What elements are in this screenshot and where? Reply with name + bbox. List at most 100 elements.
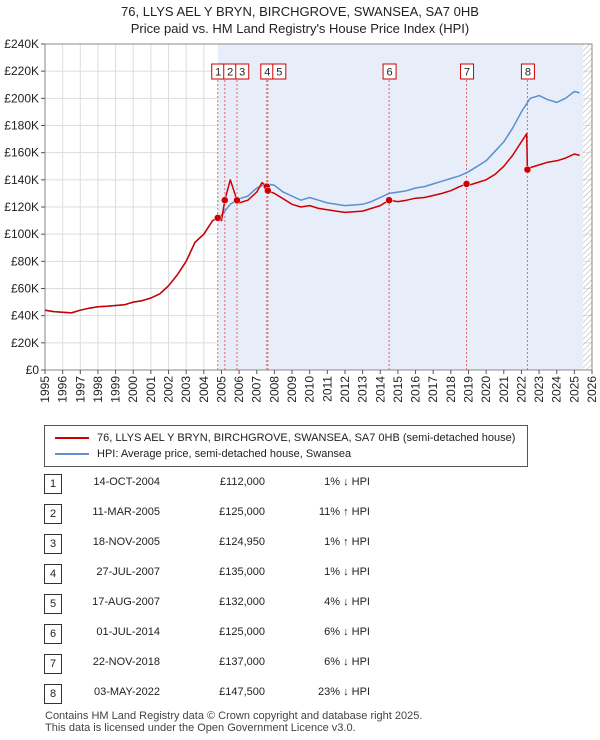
y-tick-label: £40K xyxy=(11,309,39,323)
legend-label-property: 76, LLYS AEL Y BRYN, BIRCHGROVE, SWANSEA… xyxy=(97,432,516,444)
legend-label-hpi: HPI: Average price, semi-detached house,… xyxy=(97,448,352,460)
sale-point-1 xyxy=(213,214,222,222)
sale-label-text: 3 xyxy=(239,67,245,79)
transaction-row: 8 03-MAY-2022 £147,500 23% ↓ HPI xyxy=(0,684,600,706)
y-tick-label: £60K xyxy=(11,282,39,296)
transaction-price: £125,000 xyxy=(219,506,265,518)
chart-title: 76, LLYS AEL Y BRYN, BIRCHGROVE, SWANSEA… xyxy=(121,4,479,19)
x-tick-label: 2020 xyxy=(479,376,493,403)
transaction-hpi-diff: 11% ↑ HPI xyxy=(318,506,370,518)
legend-item-hpi: HPI: Average price, semi-detached house,… xyxy=(55,447,351,461)
y-tick-label: £140K xyxy=(4,173,39,187)
x-tick-label: 2008 xyxy=(267,376,281,403)
transaction-hpi-diff: 1% ↓ HPI xyxy=(324,566,370,578)
transaction-price: £125,000 xyxy=(219,626,265,638)
transaction-hpi-diff: 1% ↑ HPI xyxy=(324,536,370,548)
transaction-number: 6 xyxy=(44,624,62,644)
x-tick-label: 2014 xyxy=(373,376,387,403)
x-tick-label: 1998 xyxy=(91,376,105,403)
transaction-row: 5 17-AUG-2007 £132,000 4% ↓ HPI xyxy=(0,594,600,616)
transaction-number: 1 xyxy=(44,474,62,494)
transaction-hpi-diff: 23% ↓ HPI xyxy=(318,686,370,698)
sale-label-3: 3 xyxy=(235,63,250,80)
sale-point-6 xyxy=(385,196,393,204)
transaction-hpi-diff: 4% ↓ HPI xyxy=(324,596,370,608)
transaction-date: 22-NOV-2018 xyxy=(92,656,160,668)
sale-label-box xyxy=(382,63,397,80)
transaction-date: 17-AUG-2007 xyxy=(92,596,160,608)
x-tick-label: 2024 xyxy=(550,376,564,403)
hatched-band xyxy=(583,44,592,370)
sale-point-8 xyxy=(523,165,532,174)
x-tick-label: 2018 xyxy=(444,376,458,403)
transaction-date: 11-MAR-2005 xyxy=(92,506,160,518)
x-tick-label: 2006 xyxy=(232,376,246,403)
y-tick-label: £200K xyxy=(4,91,39,105)
y-tick-label: £160K xyxy=(4,146,39,160)
x-tick-label: 1997 xyxy=(73,376,87,403)
x-tick-label: 1995 xyxy=(38,376,52,403)
x-tick-label: 2022 xyxy=(514,376,528,403)
sale-label-box xyxy=(460,63,475,80)
transaction-hpi-diff: 6% ↓ HPI xyxy=(324,626,370,638)
x-tick-label: 2001 xyxy=(144,376,158,403)
sale-point-5 xyxy=(264,186,272,195)
sale-label-text: 6 xyxy=(387,67,393,79)
transaction-price: £135,000 xyxy=(219,566,265,578)
transaction-number: 3 xyxy=(44,534,62,554)
legend: 76, LLYS AEL Y BRYN, BIRCHGROVE, SWANSEA… xyxy=(44,425,528,467)
transaction-price: £147,500 xyxy=(219,686,265,698)
x-tick-label: 2005 xyxy=(214,376,228,403)
transaction-price: £132,000 xyxy=(219,596,265,608)
transaction-price: £124,950 xyxy=(219,536,265,548)
transaction-price: £137,000 xyxy=(219,656,265,668)
x-tick-label: 2015 xyxy=(391,376,405,403)
y-tick-label: £220K xyxy=(4,64,39,78)
transaction-date: 18-NOV-2005 xyxy=(92,536,160,548)
y-tick-label: £120K xyxy=(4,200,39,214)
sale-label-text: 4 xyxy=(264,67,270,79)
sale-label-text: 2 xyxy=(227,67,233,79)
x-tick-label: 2002 xyxy=(162,376,176,403)
transaction-hpi-diff: 6% ↓ HPI xyxy=(324,656,370,668)
transaction-number: 4 xyxy=(44,564,62,584)
sale-label-box xyxy=(235,63,250,80)
transaction-row: 2 11-MAR-2005 £125,000 11% ↑ HPI xyxy=(0,504,600,526)
price-chart: £0 £20K £40K £60K £80K £100K £120K £140K £160K £1… xyxy=(4,37,599,403)
axes: £0 £20K £40K £60K £80K £100K £120K £140K £160K £1… xyxy=(4,37,599,403)
chart-subtitle: Price paid vs. HM Land Registry's House … xyxy=(130,21,470,36)
sale-point-2 xyxy=(221,196,229,204)
transaction-hpi-diff: 1% ↓ HPI xyxy=(324,476,370,488)
y-tick-label: £100K xyxy=(4,227,39,241)
y-tick-label: £180K xyxy=(4,119,39,133)
sale-label-text: 5 xyxy=(276,67,282,79)
legend-item-property: 76, LLYS AEL Y BRYN, BIRCHGROVE, SWANSEA… xyxy=(55,431,515,445)
footer: Contains HM Land Registry data © Crown c… xyxy=(45,710,422,734)
legend-swatch-hpi xyxy=(55,453,89,456)
x-tick-label: 2012 xyxy=(338,376,352,403)
transaction-number: 7 xyxy=(44,654,62,674)
x-tick-label: 2007 xyxy=(250,376,264,403)
shaded-region xyxy=(217,44,592,370)
x-tick-label: 1999 xyxy=(109,376,123,403)
y-tick-label: £80K xyxy=(11,254,39,268)
sale-label-box xyxy=(272,63,287,80)
transaction-row: 7 22-NOV-2018 £137,000 6% ↓ HPI xyxy=(0,654,600,676)
transaction-date: 03-MAY-2022 xyxy=(93,686,160,698)
sale-label-text: 1 xyxy=(215,67,221,79)
footer-copyright: Contains HM Land Registry data © Crown c… xyxy=(45,710,423,722)
shaded-band xyxy=(217,44,584,370)
transaction-number: 8 xyxy=(44,684,62,704)
transaction-row: 3 18-NOV-2005 £124,950 1% ↑ HPI xyxy=(0,534,600,556)
x-tick-label: 2013 xyxy=(356,376,370,403)
transaction-number: 2 xyxy=(44,504,62,524)
x-tick-label: 2016 xyxy=(409,376,423,403)
x-tick-label: 2019 xyxy=(461,376,475,403)
transaction-row: 4 27-JUL-2007 £135,000 1% ↓ HPI xyxy=(0,564,600,586)
x-tick-label: 2004 xyxy=(197,376,211,403)
y-tick-label: £240K xyxy=(4,37,39,51)
y-tick-label: £20K xyxy=(11,336,39,350)
sale-label-text: 8 xyxy=(525,67,531,79)
sale-label-6: 6 xyxy=(382,63,397,80)
transaction-date: 14-OCT-2004 xyxy=(93,476,160,488)
